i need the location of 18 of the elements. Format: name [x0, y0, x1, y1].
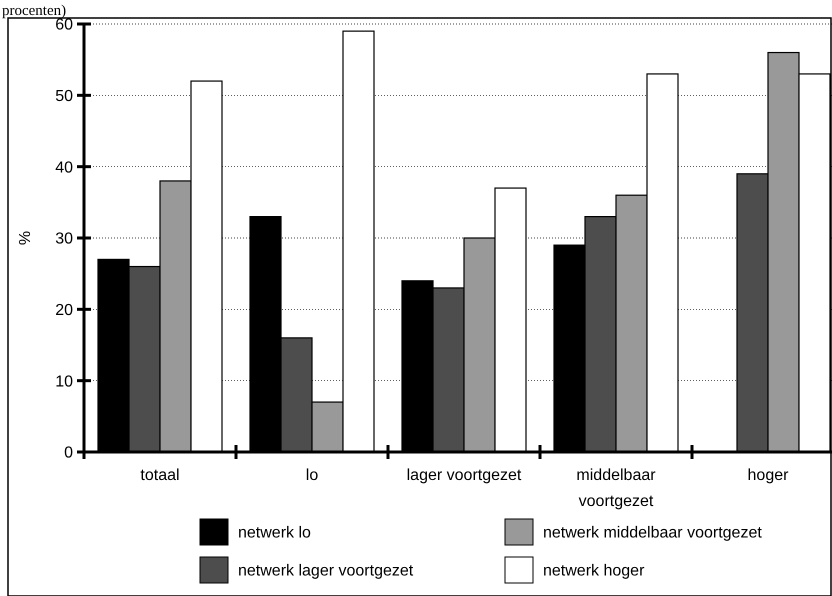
x-tick-label: lager voortgezet	[406, 467, 522, 484]
legend-label: netwerk lager voortgezet	[238, 562, 414, 580]
y-tick-label: 30	[55, 230, 74, 248]
x-tick-label: lo	[306, 467, 318, 484]
x-tick-label: hoger	[748, 467, 790, 484]
legend-label: netwerk hoger	[543, 562, 646, 580]
y-axis-title: %	[17, 230, 34, 246]
y-tick-label: 0	[64, 444, 74, 462]
x-tick-label: totaal	[140, 467, 180, 484]
y-tick-label: 20	[55, 302, 74, 319]
legend-label: netwerk lo	[238, 524, 312, 542]
chart-title: procenten)	[2, 3, 66, 19]
y-tick-label: 40	[55, 159, 74, 176]
legend-label: netwerk middelbaar voortgezet	[543, 524, 762, 542]
y-tick-label: 50	[55, 88, 74, 105]
y-tick-label: 60	[55, 16, 74, 34]
y-tick-label: 10	[55, 373, 74, 390]
x-tick-label: middelbaar voortgezet	[576, 467, 656, 510]
